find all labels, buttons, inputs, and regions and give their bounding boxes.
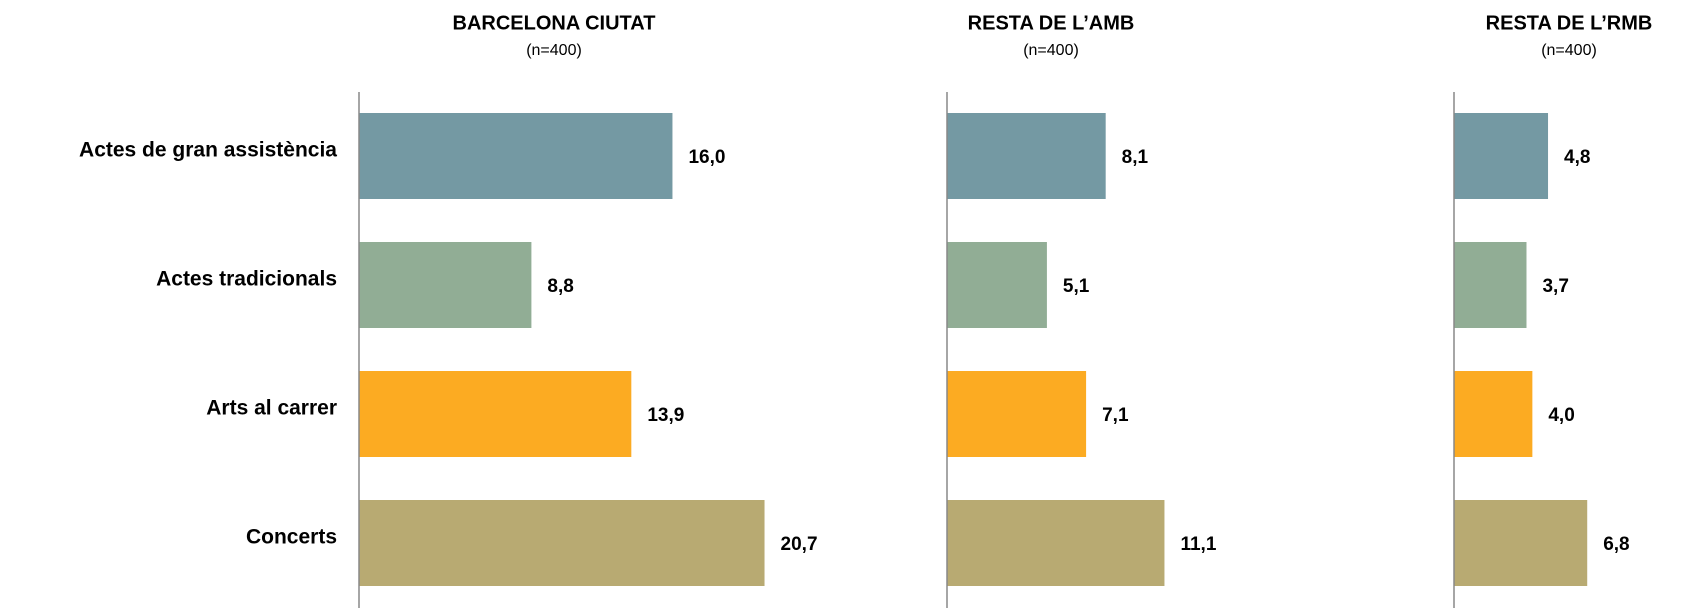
data-label: 3,7 [1542, 276, 1568, 297]
chart-subtitle: (n=400) [1023, 42, 1079, 59]
bar [359, 113, 673, 199]
bar [1454, 113, 1549, 199]
bar [1454, 371, 1533, 457]
category-label: Actes de gran assistència [79, 139, 337, 162]
chart-title: BARCELONA CIUTAT [453, 12, 656, 34]
data-label: 5,1 [1063, 276, 1090, 297]
data-label: 13,9 [647, 405, 684, 426]
data-label: 4,0 [1548, 405, 1574, 426]
bar [359, 242, 532, 328]
bar [359, 371, 632, 457]
chart-title: RESTA DE L’AMB [968, 12, 1135, 34]
bar [947, 500, 1165, 586]
data-label: 6,8 [1603, 534, 1629, 555]
data-label: 16,0 [688, 147, 725, 168]
chart-title: RESTA DE L’RMB [1486, 12, 1653, 34]
bar [947, 113, 1106, 199]
bar [1454, 500, 1588, 586]
category-label: Actes tradicionals [156, 268, 337, 291]
data-label: 11,1 [1180, 534, 1216, 555]
data-label: 8,8 [547, 276, 573, 297]
bar [359, 500, 765, 586]
category-label: Concerts [246, 526, 337, 549]
data-label: 20,7 [781, 534, 818, 555]
data-label: 4,8 [1564, 147, 1590, 168]
bar [947, 371, 1087, 457]
category-label: Arts al carrer [206, 397, 337, 420]
bar [1454, 242, 1527, 328]
data-label: 8,1 [1122, 147, 1149, 168]
chart-subtitle: (n=400) [1541, 42, 1597, 59]
chart-subtitle: (n=400) [526, 42, 582, 59]
bar [947, 242, 1047, 328]
data-label: 7,1 [1102, 405, 1129, 426]
